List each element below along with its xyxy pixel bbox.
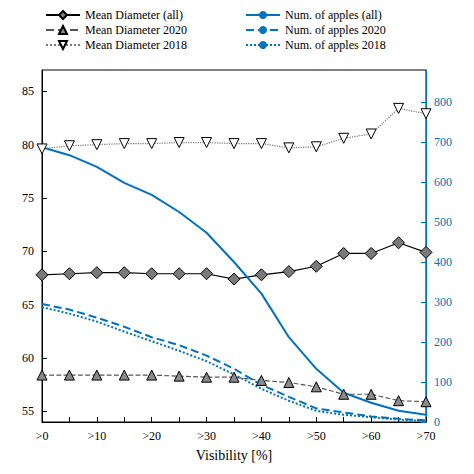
svg-text:>10: >10: [87, 429, 106, 443]
svg-text:Mean Diameter (all): Mean Diameter (all): [85, 8, 183, 22]
svg-text:700: 700: [434, 135, 452, 149]
svg-text:500: 500: [434, 215, 452, 229]
svg-text:100: 100: [434, 375, 452, 389]
svg-text:Num. of apples 2018: Num. of apples 2018: [285, 38, 386, 52]
svg-text:>50: >50: [307, 429, 326, 443]
svg-text:>20: >20: [142, 429, 161, 443]
svg-text:0: 0: [434, 415, 440, 429]
svg-text:>30: >30: [197, 429, 216, 443]
svg-text:75: 75: [22, 191, 34, 205]
svg-text:600: 600: [434, 175, 452, 189]
svg-text:Mean Diameter 2020: Mean Diameter 2020: [85, 23, 187, 37]
svg-text:55: 55: [22, 404, 34, 418]
svg-text:80: 80: [22, 138, 34, 152]
svg-text:400: 400: [434, 255, 452, 269]
svg-text:85: 85: [22, 84, 34, 98]
svg-text:300: 300: [434, 295, 452, 309]
svg-text:70: 70: [22, 244, 34, 258]
svg-text:>0: >0: [36, 429, 49, 443]
svg-text:>60: >60: [362, 429, 381, 443]
svg-text:>40: >40: [252, 429, 271, 443]
svg-text:Num. of apples 2020: Num. of apples 2020: [285, 23, 386, 37]
svg-text:60: 60: [22, 351, 34, 365]
svg-text:800: 800: [434, 95, 452, 109]
svg-text:Num. of apples (all): Num. of apples (all): [285, 8, 382, 22]
svg-text:Visibility [%]: Visibility [%]: [196, 448, 273, 463]
svg-text:200: 200: [434, 335, 452, 349]
svg-text:Mean Diameter 2018: Mean Diameter 2018: [85, 38, 187, 52]
svg-text:65: 65: [22, 298, 34, 312]
svg-text:>70: >70: [417, 429, 436, 443]
